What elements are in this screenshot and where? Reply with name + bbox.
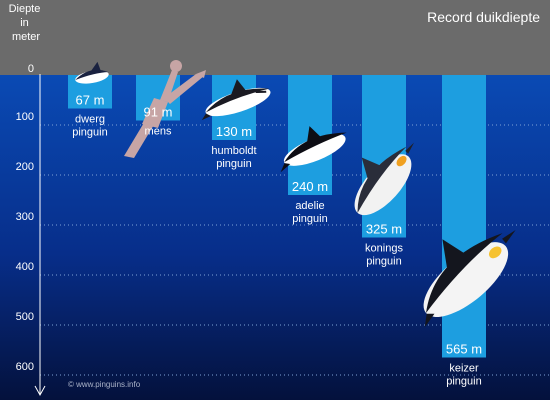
- y-axis-label: Diepte in meter: [9, 3, 44, 43]
- humboldt-penguin-icon: [201, 79, 271, 121]
- category-label: pinguin: [292, 213, 327, 225]
- human-diver-icon: [124, 60, 206, 158]
- y-axis-label-line-3: meter: [12, 31, 40, 43]
- little-penguin-icon: [75, 61, 109, 84]
- y-tick-labels: 0 100 200 300 400 500 600: [16, 63, 34, 373]
- category-label: pinguin: [216, 158, 251, 170]
- y-tick-label: 100: [16, 111, 34, 123]
- king-penguin-icon: [354, 142, 415, 216]
- bar-value-label: 325 m: [366, 222, 402, 237]
- y-axis-label-line-1: Diepte: [9, 3, 41, 15]
- category-label: adelie: [295, 200, 324, 212]
- sky-background: [0, 0, 550, 75]
- bar-value-label: 565 m: [446, 342, 482, 357]
- emperor-penguin-icon: [423, 230, 516, 328]
- bar-value-label: 91 m: [144, 105, 173, 120]
- chart-title: Record duikdiepte: [427, 9, 540, 25]
- category-label: konings: [365, 243, 403, 255]
- category-label: dwerg: [75, 114, 105, 126]
- y-tick-label: 0: [28, 63, 34, 75]
- category-label: keizer: [449, 363, 479, 375]
- adelie-penguin-icon: [280, 126, 347, 173]
- y-tick-label: 200: [16, 161, 34, 173]
- y-tick-label: 600: [16, 361, 34, 373]
- bar-value-label: 67 m: [76, 93, 105, 108]
- category-label: humboldt: [211, 145, 256, 157]
- y-tick-label: 400: [16, 261, 34, 273]
- category-label: pinguin: [366, 256, 401, 268]
- y-tick-label: 300: [16, 211, 34, 223]
- bar: [442, 75, 486, 358]
- y-axis-label-line-2: in: [20, 17, 29, 29]
- category-label: pinguin: [72, 127, 107, 139]
- y-axis-arrow: [34, 385, 46, 397]
- category-label: mens: [145, 126, 172, 138]
- credit-text: © www.pinguins.info: [68, 380, 141, 389]
- category-label: pinguin: [446, 376, 481, 388]
- bar-value-label: 130 m: [216, 124, 252, 139]
- bar-value-label: 240 m: [292, 179, 328, 194]
- y-tick-label: 500: [16, 311, 34, 323]
